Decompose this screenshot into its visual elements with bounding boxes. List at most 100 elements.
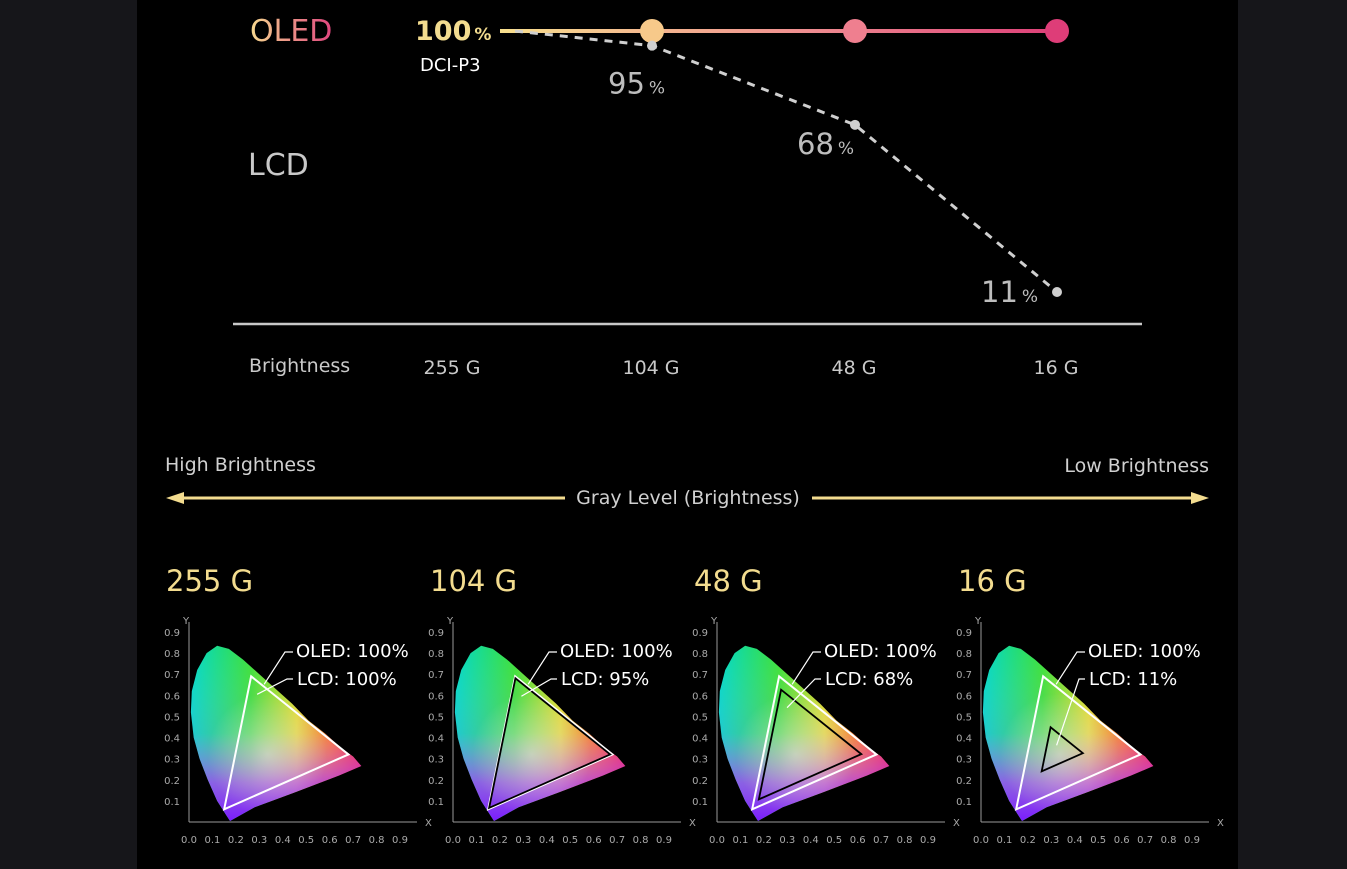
- y-tick-label: 0.7: [428, 670, 444, 681]
- lcd-coverage-label: LCD: 11%: [1089, 669, 1177, 690]
- y-tick-label: 0.2: [164, 776, 180, 787]
- x-tick-label: 0.3: [251, 835, 267, 846]
- x-tick-label: 0.8: [633, 835, 649, 846]
- x-tick-label: 0.2: [1020, 835, 1036, 846]
- y-tick-label: 0.6: [164, 691, 180, 702]
- cie-horseshoe-white: [718, 645, 890, 821]
- y-tick-label: 0.3: [428, 755, 444, 766]
- x-tick-label: 0.2: [228, 835, 244, 846]
- oled-gamut-triangle: [1014, 674, 1143, 812]
- y-tick-label: 0.9: [956, 628, 972, 639]
- x-tick-label: 0.4: [539, 835, 555, 846]
- oled-leader-line: [527, 651, 557, 685]
- x-tick-label: 255 G: [423, 357, 480, 379]
- lcd-value-label: 95%: [608, 67, 665, 101]
- y-tick-label: 0.5: [428, 712, 444, 723]
- y-tick-label: 0.3: [692, 755, 708, 766]
- x-tick-label: 0.6: [586, 835, 602, 846]
- x-tick-label: 0.9: [392, 835, 408, 846]
- y-tick-label: 0.4: [692, 734, 708, 745]
- oled-value-label: 100%: [415, 16, 491, 47]
- oled-gamut-triangle: [750, 674, 879, 812]
- x-tick-label: 0.5: [562, 835, 578, 846]
- x-tick-label: 16 G: [1034, 357, 1079, 379]
- lcd-point: [850, 119, 860, 130]
- x-axis-title: Brightness: [249, 355, 350, 377]
- x-tick-label: 0.7: [1137, 835, 1153, 846]
- gamut-panels: 255 G Y X 0.0 0.1 0.2 0.3 0.4 0.5 0.6 0.7 0.8 0.9 0.1…: [164, 564, 1224, 846]
- x-tick-label: 0.8: [897, 835, 913, 846]
- y-tick-label: 0.4: [164, 734, 180, 745]
- x-tick-label: 0.6: [322, 835, 338, 846]
- x-tick-label: 0.8: [369, 835, 385, 846]
- x-tick-label: 0.5: [1090, 835, 1106, 846]
- oled-gamut-triangle: [222, 674, 351, 812]
- lcd-coverage-label: LCD: 95%: [561, 669, 649, 690]
- y-tick-label: 0.6: [956, 691, 972, 702]
- brightness-direction-band: High Brightness Low Brightness Gray Leve…: [165, 454, 1209, 509]
- low-brightness-label: Low Brightness: [1064, 455, 1209, 477]
- y-tick-label: 0.1: [692, 797, 708, 808]
- oled-leader-line: [1055, 651, 1085, 685]
- brightness-coverage-chart: OLED LCD 100% DCI-P3 95 % 68 % 11% Brightnes…: [233, 14, 1142, 379]
- x-tick-label: 0.1: [732, 835, 748, 846]
- cie-horseshoe-white: [982, 645, 1154, 821]
- y-tick-label: 0.6: [692, 691, 708, 702]
- x-tick-label: 104 G: [622, 357, 679, 379]
- x-tick-label: 0.1: [468, 835, 484, 846]
- x-tick-label: 0.3: [515, 835, 531, 846]
- oled-point: [1045, 19, 1069, 43]
- y-axis-title: Y: [710, 616, 718, 627]
- y-tick-label: 0.5: [164, 712, 180, 723]
- x-tick-label: 0.5: [826, 835, 842, 846]
- lcd-gamut-triangle: [1040, 725, 1085, 773]
- oled-coverage-label: OLED: 100%: [296, 641, 409, 662]
- lcd-leader-line: [786, 678, 821, 709]
- y-tick-label: 0.8: [164, 649, 180, 660]
- panel-title: 48 G: [694, 564, 763, 598]
- y-tick-label: 0.5: [956, 712, 972, 723]
- cie-horseshoe-white: [454, 645, 626, 821]
- x-tick-label: 48 G: [832, 357, 877, 379]
- panel-title: 104 G: [430, 564, 517, 598]
- x-tick-label: 0.7: [873, 835, 889, 846]
- high-brightness-label: High Brightness: [165, 454, 316, 476]
- lcd-leader-line: [1056, 678, 1085, 746]
- x-tick-label: 0.4: [1067, 835, 1083, 846]
- y-tick-label: 0.9: [428, 628, 444, 639]
- oled-leader-line: [263, 651, 293, 685]
- y-tick-label: 0.8: [428, 649, 444, 660]
- x-tick-label: 0.6: [850, 835, 866, 846]
- lcd-value-label: 11%: [981, 275, 1038, 309]
- x-axis-title: X: [953, 818, 960, 829]
- oled-coverage-label: OLED: 100%: [1088, 641, 1201, 662]
- x-tick-label: 0.1: [996, 835, 1012, 846]
- lcd-leader-line: [521, 678, 557, 697]
- x-tick-label: 0.0: [181, 835, 197, 846]
- y-tick-label: 0.7: [164, 670, 180, 681]
- x-tick-label: 0.0: [445, 835, 461, 846]
- y-tick-label: 0.4: [428, 734, 444, 745]
- x-tick-label: 0.4: [275, 835, 291, 846]
- y-tick-label: 0.6: [428, 691, 444, 702]
- panel-title: 16 G: [958, 564, 1027, 598]
- x-tick-label: 0.9: [656, 835, 672, 846]
- y-axis-title: Y: [974, 616, 982, 627]
- left-arrow-head: [166, 492, 184, 504]
- gamut-panel: 104 G Y X 0.0 0.1 0.2 0.3 0.4 0.5 0.6 0.7 0.8 0.9 0.1…: [428, 564, 696, 846]
- y-tick-label: 0.8: [692, 649, 708, 660]
- y-tick-label: 0.2: [956, 776, 972, 787]
- y-tick-label: 0.2: [428, 776, 444, 787]
- x-axis-title: X: [425, 818, 432, 829]
- x-tick-label: 0.6: [1114, 835, 1130, 846]
- x-tick-label: 0.3: [779, 835, 795, 846]
- lcd-series-line: [514, 29, 1058, 294]
- panel-title: 255 G: [166, 564, 253, 598]
- x-tick-label: 0.0: [973, 835, 989, 846]
- x-tick-label: 0.2: [756, 835, 772, 846]
- x-tick-label: 0.8: [1161, 835, 1177, 846]
- oled-point: [640, 19, 664, 43]
- lcd-gamut-triangle: [487, 676, 612, 810]
- lcd-value-label: 68%: [797, 127, 854, 161]
